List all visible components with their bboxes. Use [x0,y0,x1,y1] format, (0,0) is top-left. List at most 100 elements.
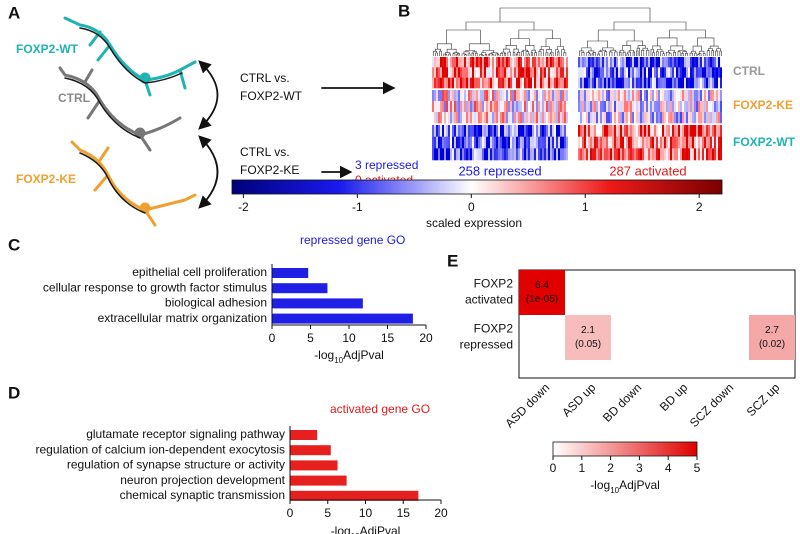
heatmap-cell [592,112,594,124]
heatmap-cell [638,101,640,113]
dendrogram [598,51,603,55]
heatmap-cell [608,112,610,124]
heatmap-cell [692,90,694,102]
heatmap-cell [482,57,484,68]
heatmap-cell [590,112,592,124]
heatmap-cell [720,77,722,89]
dendrogram [482,50,495,53]
heatmap-cell [692,77,694,89]
heatmap-cell [696,101,698,113]
heatmap-cell [660,148,662,161]
heatmap-cell [434,57,436,68]
dendrogram [602,47,614,51]
heatmap-cell [456,125,458,137]
heatmap-cell [714,136,716,149]
heatmap-cell [600,90,602,102]
heatmap-cell [600,101,602,113]
heatmap-cell [512,112,514,124]
heatmap-cell [528,136,530,149]
heatmap-cell [612,77,614,89]
heatmap-cell [478,101,480,113]
heatmap-cell [700,136,702,149]
dendrogram [484,54,488,56]
heatmap-cell [624,136,626,149]
heatmap-cell [484,125,486,137]
dendrogram [698,53,702,55]
dendrogram [490,52,498,54]
heatmap-cell [700,148,702,161]
heatmap-cell [474,148,476,161]
heatmap-cell [672,112,674,124]
dendrogram [503,53,507,55]
heatmap-cell [644,136,646,149]
dendrogram [561,49,566,53]
heatmap-cell [518,125,520,137]
heatmap-cell [498,101,500,113]
heatmap-cell [718,136,720,149]
heatmap-cell [718,112,720,124]
heatmap-cell [606,136,608,149]
comparison-label: FOXP2-WT [240,89,303,103]
heatmap-cell [682,136,684,149]
heatmap-cell [448,136,450,149]
heatmap-cell [676,136,678,149]
heatmap-cell [522,77,524,89]
heatmap-cell [586,125,588,137]
dendrogram [445,52,451,55]
heatmap-cell [516,101,518,113]
heatmap-cell [640,125,642,137]
heatmap-cell [670,112,672,124]
heatmap-cell [658,77,660,89]
heatmap-cell [712,112,714,124]
heatmap-cell [462,112,464,124]
axis-label: -log10AdjPval [331,524,401,534]
dendrogram [531,49,536,53]
heatmap-cell [532,136,534,149]
heatmap-cell [636,112,638,124]
column-label: ASD down [502,380,552,430]
heatmap-cell [704,136,706,149]
heatmap-cell [618,57,620,68]
heatmap-cell [618,125,620,137]
heatmap-cell [510,112,512,124]
heatmap-cell [578,57,580,68]
heatmap-cell [440,57,442,68]
heatmap-cell [494,77,496,89]
bar [290,475,347,486]
heatmap-cell [550,57,552,68]
heatmap-cell [602,57,604,68]
dendrogram [587,40,608,48]
colorbar-tick-label: 4 [665,461,672,475]
heatmap-cell [578,77,580,89]
heatmap-cell [582,148,584,161]
heatmap-cell [666,101,668,113]
heatmap-cell [584,125,586,137]
heatmap-cell [552,57,554,68]
heatmap-cell [616,67,618,78]
heatmap-cell [590,125,592,137]
heatmap-cell [540,125,542,137]
dendrogram [641,49,645,53]
heatmap-cell [520,125,522,137]
heatmap-cell [718,57,720,68]
heatmap-cell [506,67,508,78]
heatmap-cell [710,136,712,149]
heatmap-cell [460,112,462,124]
heatmap-cell [516,90,518,102]
dendrogram [448,53,451,55]
heatmap-cell [708,67,710,78]
heatmap-cell [450,101,452,113]
heatmap-cell [560,125,562,137]
heatmap-cell [500,67,502,78]
heatmap-cell [626,101,628,113]
heatmap-cell [650,148,652,161]
dendrogram [479,54,483,56]
chart-title: repressed gene GO [300,233,405,247]
heatmap-cell [490,90,492,102]
heatmap-cell [480,101,482,113]
heatmap-cell [620,112,622,124]
heatmap-cell [508,77,510,89]
dendrogram [453,52,459,54]
heatmap-cell [546,90,548,102]
heatmap-cell [632,77,634,89]
